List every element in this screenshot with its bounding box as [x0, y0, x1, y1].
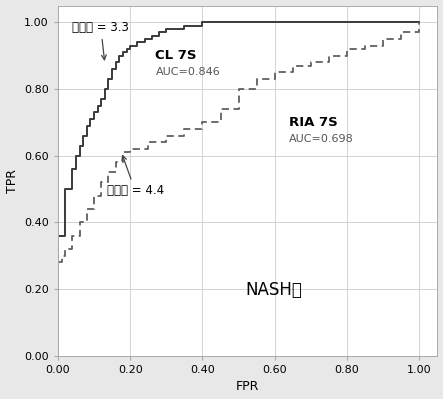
Text: 截止値 = 4.4: 截止値 = 4.4 [107, 156, 164, 198]
Text: NASH组: NASH组 [246, 281, 303, 299]
Y-axis label: TPR: TPR [6, 169, 19, 193]
Text: AUC=0.846: AUC=0.846 [155, 67, 220, 77]
Text: AUC=0.698: AUC=0.698 [289, 134, 354, 144]
Text: CL 7S: CL 7S [155, 49, 197, 62]
X-axis label: FPR: FPR [236, 380, 259, 393]
Text: 截止値 = 3.3: 截止値 = 3.3 [72, 21, 129, 60]
Text: RIA 7S: RIA 7S [289, 116, 338, 129]
